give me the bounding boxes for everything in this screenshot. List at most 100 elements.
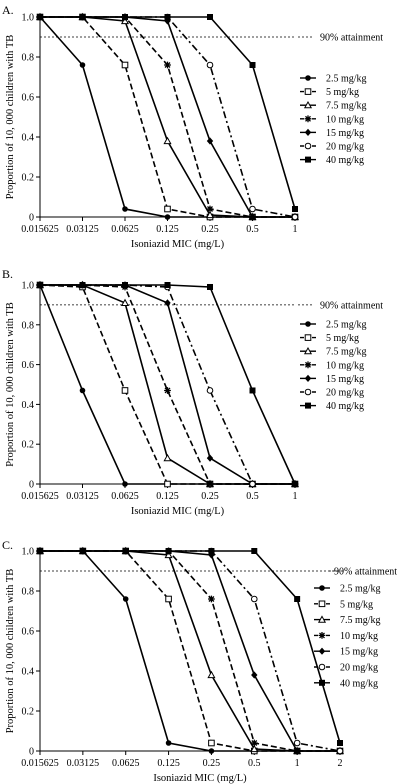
data-point [164,387,171,394]
series-line [40,16,295,218]
legend-marker [304,128,312,136]
legend-marker [305,321,311,327]
panel-b: B. 0 0.2 0.4 0.6 0.8 1.0 0.015625 0.03125 0.0625 0… [2,267,383,517]
legend-marker [303,346,313,355]
data-point [249,205,256,213]
data-point [249,62,256,68]
legend-entry: 2.5 mg/kg [300,320,367,331]
y-tick-label: 0 [29,480,34,491]
data-point [122,282,128,288]
x-tick-label: 0.125 [156,224,179,235]
data-point [251,671,258,679]
legend-marker [318,663,326,671]
y-tick-label: 0.8 [22,53,35,64]
series-40-mg-kg [37,282,298,487]
data-point [293,747,301,755]
data-point [251,548,258,554]
series-line [40,16,295,218]
data-point [164,214,171,220]
series-line [40,550,340,752]
legend-entry: 20 mg/kg [300,142,364,153]
legend-entry: 5 mg/kg [300,333,359,344]
x-axis-label: Isoniazid MIC (mg/L) [153,773,247,784]
x-tick-label: 0.03125 [66,491,99,502]
data-point [122,481,128,487]
legend-marker [304,334,312,341]
legend-entry: 7.5 mg/kg [300,347,367,358]
series-7.5-mg-kg [35,12,300,221]
data-point [121,387,129,394]
legend-label: 10 mg/kg [340,631,378,642]
y-tick-label: 0 [29,213,34,224]
data-point [122,596,129,602]
y-tick-label: 0 [29,747,34,758]
data-point [164,480,171,488]
x-tick-label: 0.015625 [21,491,59,502]
legend-label: 2.5 mg/kg [326,74,367,85]
x-tick-label: 0.015625 [21,758,59,769]
x-tick-label: 0.125 [156,491,179,502]
x-tick-label: 0.25 [201,491,219,502]
y-tick-label: 0.4 [22,133,35,144]
legend-entry: 20 mg/kg [300,388,364,399]
series-line [40,16,296,218]
x-tick-label: 0.25 [203,758,221,769]
legend-entry: 40 mg/kg [300,155,364,166]
data-point [291,213,299,221]
x-tick-label: 0.03125 [67,758,100,769]
data-point [205,210,215,219]
y-axis-label: Proportion of 10, 000 children with TB [5,569,16,734]
legend-label: 7.5 mg/kg [326,101,367,112]
legend-entry: 40 mg/kg [300,401,364,412]
data-point [336,747,344,755]
y-tick-label: 0.2 [22,173,35,184]
legend-marker [304,388,312,396]
x-tick-label: 1 [293,491,298,502]
legend-marker [304,115,312,123]
legend-marker [303,100,313,109]
data-point [250,744,259,753]
data-point [165,548,172,554]
x-tick-label: 2 [338,758,343,769]
data-point [249,213,256,221]
x-tick-label: 0.015625 [21,224,59,235]
data-point [206,454,214,462]
data-point [164,282,171,288]
legend-marker [304,142,312,150]
y-tick-label: 0.8 [22,587,35,598]
legend-label: 40 mg/kg [340,678,378,689]
series-line [40,550,340,752]
y-tick-label: 0.2 [22,440,35,451]
x-tick-label: 0.03125 [66,224,99,235]
legend-marker [305,156,311,163]
legend-label: 20 mg/kg [326,388,364,399]
data-point [163,453,172,462]
data-point [37,548,43,554]
y-tick-label: 1.0 [22,13,35,24]
legend-entry: 10 mg/kg [300,360,364,371]
panel-label: A. [2,3,14,17]
data-point [37,282,43,288]
legend-label: 40 mg/kg [326,401,364,412]
data-point [164,550,173,559]
data-point [250,739,258,747]
series-15-mg-kg [36,13,299,221]
data-point [207,283,213,290]
legend-marker [318,600,326,608]
data-point [292,481,298,487]
series-line [40,550,340,752]
series-line [40,550,340,752]
data-point [206,480,214,488]
legend-entry: 5 mg/kg [314,599,373,610]
legend-label: 20 mg/kg [340,663,378,674]
x-tick-label: 0.5 [246,491,259,502]
series-2.5-mg-kg [37,548,343,754]
y-axis-label: Proportion of 10, 000 children with TB [5,35,16,200]
y-tick-label: 0.2 [22,707,35,718]
series-line [40,16,295,218]
series-10-mg-kg [36,547,344,755]
data-point [120,16,130,25]
data-point [164,299,171,307]
panel-c: C. 0 0.2 0.4 0.6 0.8 1.0 0.015625 0.03125 0.0625 0… [2,538,397,784]
